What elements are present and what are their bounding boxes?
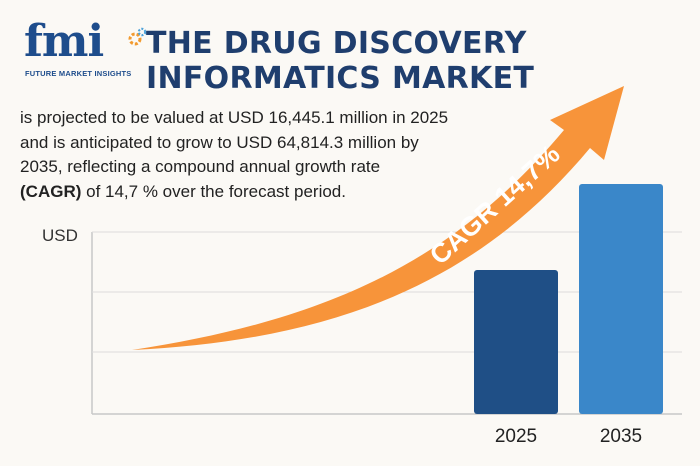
x-tick-label: 2035: [600, 426, 642, 447]
cagr-label: (CAGR): [20, 181, 82, 201]
description: is projected to be valued at USD 16,445.…: [20, 106, 580, 204]
description-line-2: and is anticipated to grow to USD 64,814…: [20, 132, 419, 152]
y-axis-label: USD: [42, 226, 78, 245]
bar-2025: [474, 270, 558, 414]
description-line-1: is projected to be valued at USD 16,445.…: [20, 108, 449, 127]
bar-2035: [579, 184, 663, 414]
logo-wordmark: fmi: [24, 16, 104, 67]
gear-icon: [128, 27, 147, 46]
description-line-4-rest: of 14,7 % over the forecast period.: [81, 181, 346, 201]
fmi-logo: fmi FUTURE MARKET INSIGHTS: [24, 16, 147, 88]
page-title: THE DRUG DISCOVERY INFORMATICS MARKET: [146, 26, 686, 96]
cagr-annotation: CAGR 14,7%: [424, 139, 566, 271]
title-line-2: INFORMATICS MARKET: [146, 61, 535, 96]
growth-arrow: [132, 86, 624, 350]
x-tick-label: 2025: [495, 426, 537, 447]
description-line-3: 2035, reflecting a compound annual growt…: [20, 157, 381, 176]
description-line-4: (CAGR) of 14,7 % over the forecast perio…: [20, 180, 580, 205]
logo-subtitle: FUTURE MARKET INSIGHTS: [25, 69, 132, 78]
title-line-1: THE DRUG DISCOVERY: [146, 26, 527, 61]
